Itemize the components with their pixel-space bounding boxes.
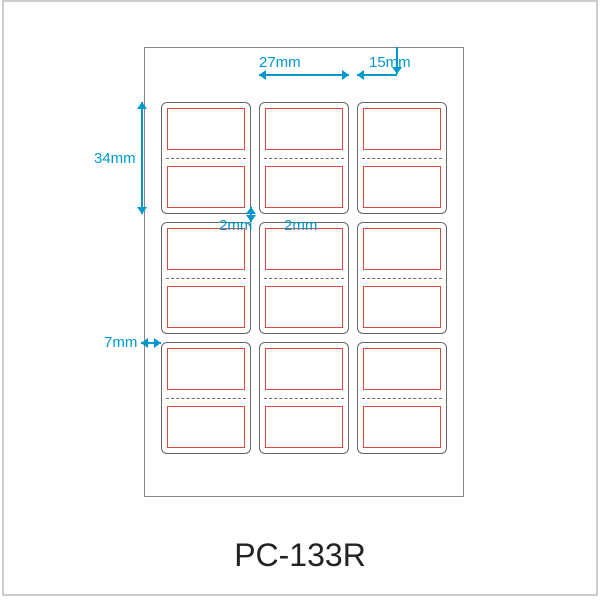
red-outline [265,406,343,448]
dimension-label: 2mm [219,217,252,234]
product-code: PC-133R [234,537,366,574]
dimension-label: 15mm [369,54,411,71]
red-outline [363,406,441,448]
dimension-line [141,102,143,214]
dimension-label: 34mm [94,150,136,167]
red-outline [265,166,343,208]
dimension-label: 2mm [284,217,317,234]
red-outline [167,286,245,328]
red-outline [167,228,245,270]
dimension-label: 7mm [104,334,137,351]
red-outline [167,108,245,150]
red-outline [363,108,441,150]
red-outline [265,348,343,390]
dimension-label: 27mm [259,54,301,71]
dimension-line [259,74,349,76]
red-outline [265,286,343,328]
red-outline [265,228,343,270]
red-outline [167,406,245,448]
red-outline [167,348,245,390]
red-outline [363,228,441,270]
diagram-frame: 27mm 15mm 34mm 2mm 2mm 7mm PC-133R [2,0,598,596]
red-outline [265,108,343,150]
red-outline [363,166,441,208]
red-outline [363,348,441,390]
red-outline [363,286,441,328]
red-outline [167,166,245,208]
